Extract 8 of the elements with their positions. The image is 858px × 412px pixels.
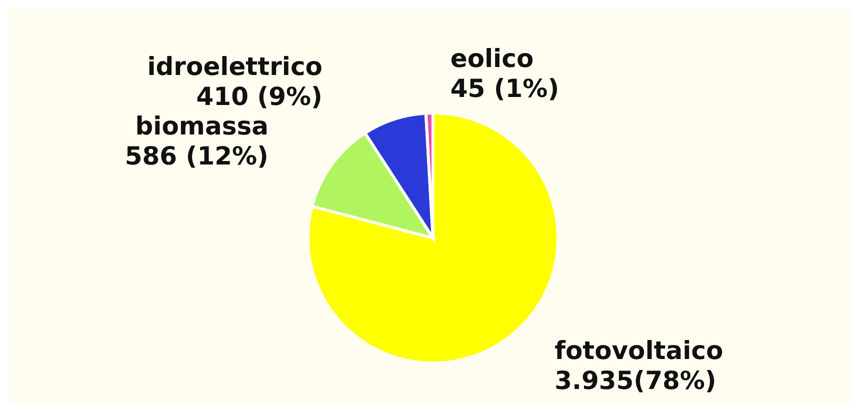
slice-label: eolico: [450, 44, 534, 74]
slice-label: fotovoltaico: [554, 336, 724, 366]
data-label: 45 (1%): [450, 74, 560, 104]
data-label: 586 (12%): [124, 141, 268, 170]
data-label: 410 (9%): [196, 82, 322, 112]
slice-label: idroelettrico: [147, 52, 322, 82]
slice-label: biomassa: [135, 111, 268, 140]
data-label: 3.935(78%): [554, 366, 716, 396]
